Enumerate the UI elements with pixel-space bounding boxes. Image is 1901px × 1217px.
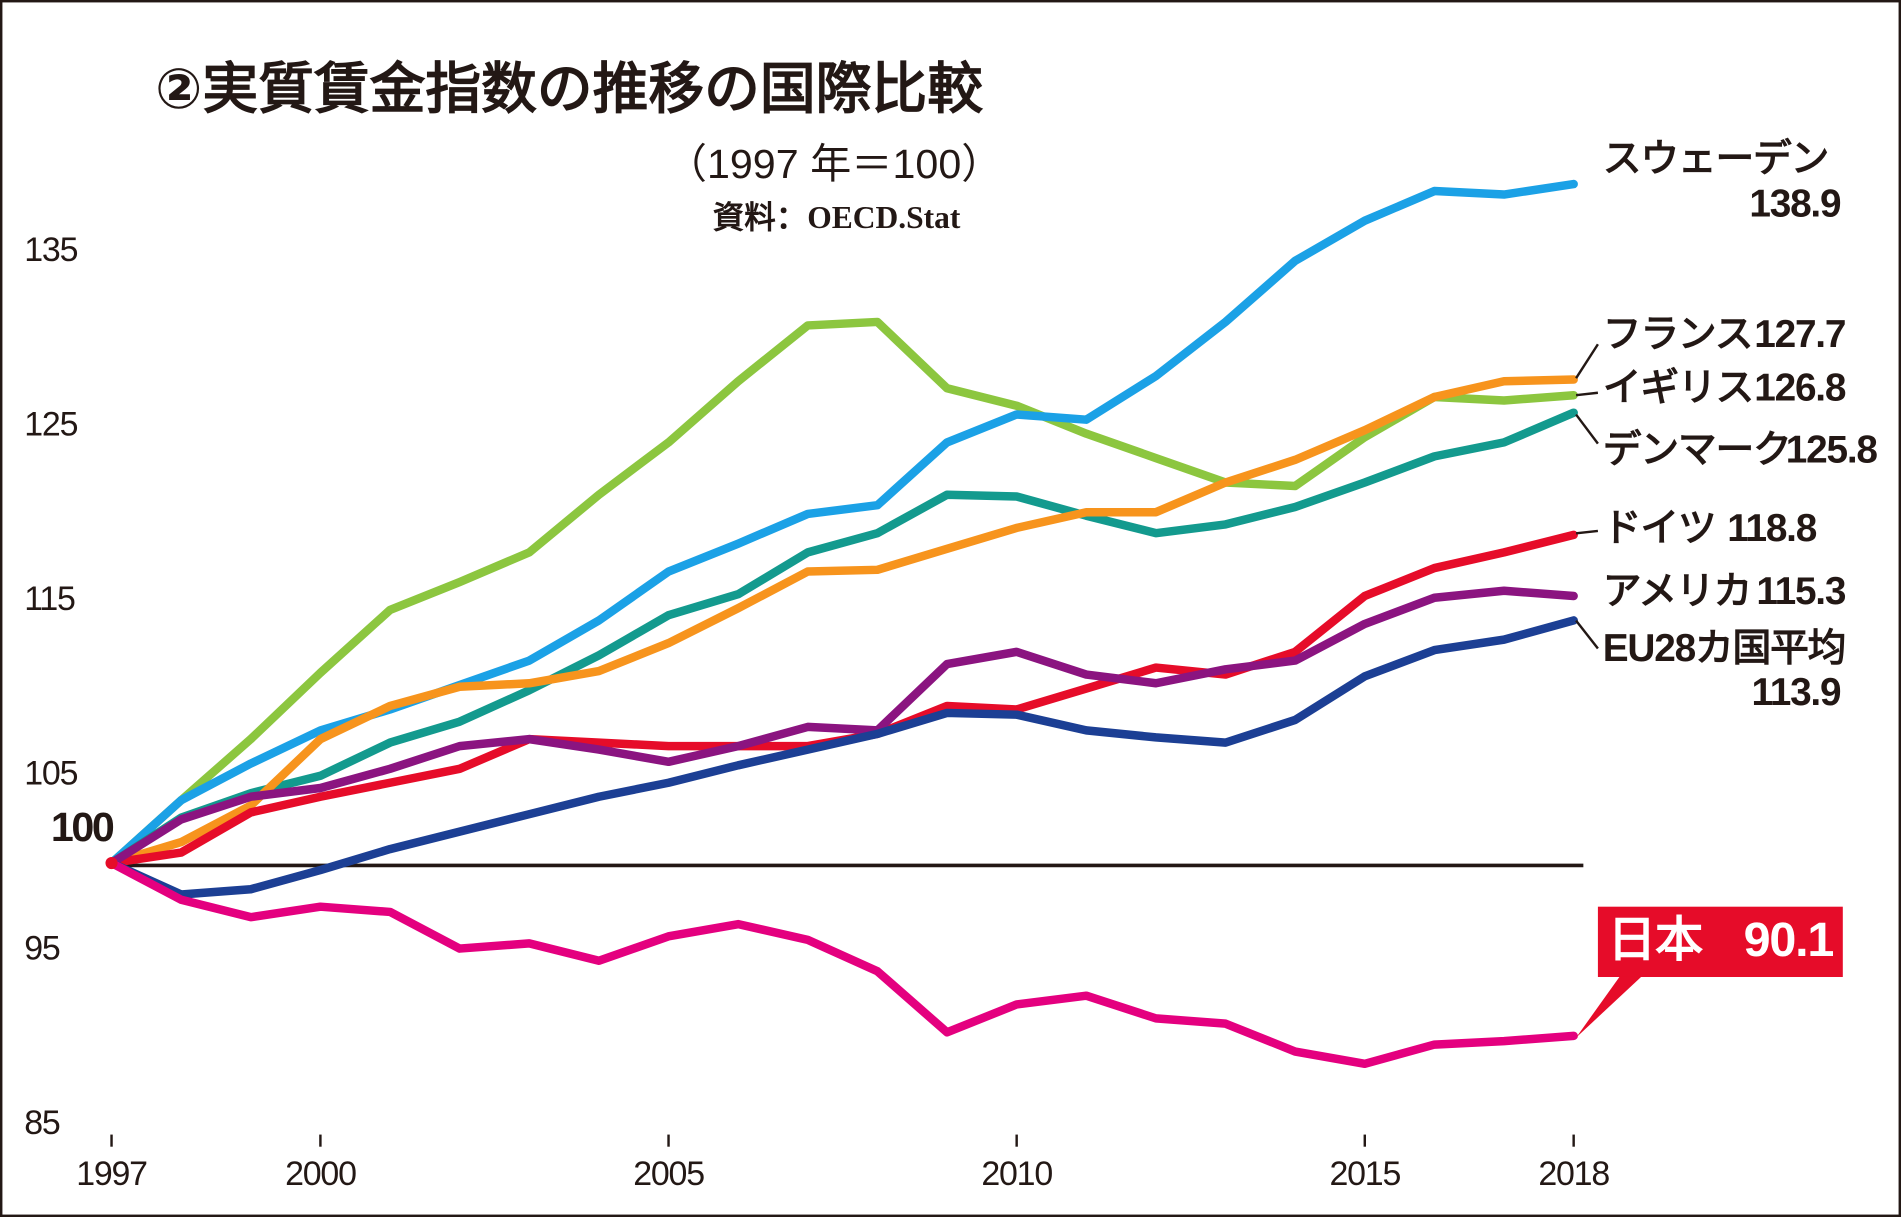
leader-line <box>1575 343 1599 379</box>
series-label: 日本 <box>1608 913 1704 967</box>
series-line <box>107 408 1578 868</box>
x-tick-label: 2005 <box>633 1155 704 1193</box>
end-value-label: 90.1 <box>1744 913 1834 967</box>
x-tick-label: 2000 <box>285 1155 356 1193</box>
leader-line <box>1575 529 1599 535</box>
leader-line <box>1575 619 1599 650</box>
series-label: アメリカ <box>1603 570 1751 613</box>
y-tick-label: 95 <box>24 929 60 967</box>
x-tick-label: 2018 <box>1538 1155 1609 1193</box>
x-tick-label: 2015 <box>1329 1155 1400 1193</box>
x-tick-label: 2010 <box>981 1155 1052 1193</box>
end-value-label: 127.7 <box>1754 313 1845 356</box>
y-tick-label: 115 <box>24 580 75 618</box>
end-value-label: 126.8 <box>1754 367 1846 410</box>
series-label: ドイツ <box>1603 507 1716 550</box>
series-label: フランス <box>1603 313 1753 356</box>
series-label: EU28カ国平均 <box>1603 627 1845 670</box>
y-tick-label: 85 <box>24 1104 60 1142</box>
y-tick-label: 105 <box>24 755 77 793</box>
y-tick-label: 125 <box>24 406 77 444</box>
series-line <box>107 858 1578 1069</box>
series-label: デンマーク <box>1603 427 1791 471</box>
end-value-label: 118.8 <box>1727 507 1816 550</box>
end-value-label: 138.9 <box>1749 182 1841 225</box>
label-pointer <box>1576 969 1649 1038</box>
label-box <box>1597 906 1843 977</box>
leader-line <box>1575 391 1599 397</box>
end-value-label: 115.3 <box>1756 570 1845 613</box>
chart-title: ②実質賃金指数の推移の国際比較 <box>155 58 983 120</box>
series-label: イギリス <box>1603 367 1753 410</box>
series-line <box>107 375 1578 868</box>
chart-subtitle: （1997 年＝100） <box>666 141 1003 187</box>
y-tick-label: 135 <box>24 231 77 269</box>
source-note: 資料：OECD.Stat <box>713 200 961 235</box>
reference-label: 100 <box>51 804 114 850</box>
series-label: スウェーデン <box>1603 136 1828 180</box>
x-tick-label: 1997 <box>76 1155 147 1193</box>
leader-line <box>1575 413 1599 445</box>
series-line <box>107 616 1578 899</box>
end-value-label: 125.8 <box>1786 428 1878 471</box>
series-line <box>107 586 1578 868</box>
end-value-label: 113.9 <box>1752 671 1841 714</box>
start-dot <box>105 856 118 870</box>
series-line <box>107 317 1578 868</box>
